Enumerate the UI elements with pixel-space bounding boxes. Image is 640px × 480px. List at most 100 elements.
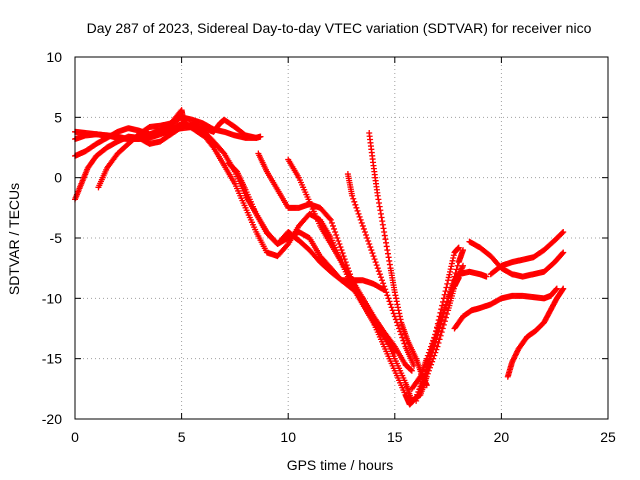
data-point [374,265,381,272]
data-point [432,331,439,338]
data-point [416,388,423,395]
data-point [559,229,566,236]
data-point [380,280,387,287]
ticks: 0 5 10 15 20 25 -20 -15 -10 -5 0 5 10 [42,49,616,445]
data-point [333,231,340,238]
data-point [284,242,291,249]
data-point [366,241,373,248]
data-point [439,302,446,309]
data-point [386,298,393,305]
data-point [334,235,341,241]
data-point [439,298,446,305]
x-tick-label: 15 [387,429,403,445]
data-point [434,324,441,331]
data-point [376,271,383,278]
data-point [422,370,429,377]
data-point [379,277,386,284]
data-point [436,313,443,320]
data-point [438,329,445,336]
data-point [388,304,395,311]
data-point [332,228,339,235]
data-point [560,249,567,256]
data-point [356,213,363,220]
data-point [385,295,392,302]
x-tick-label: 0 [71,429,79,445]
data-point [365,238,372,245]
data-point [328,219,335,226]
data-point [341,256,348,263]
data-point [553,285,560,292]
data-point [369,250,376,257]
data-point [338,247,345,254]
y-axis-label: SDTVAR / TECUs [6,183,22,295]
y-tick-label: 10 [46,49,62,65]
data-point [352,201,359,208]
y-tick-label: 0 [54,170,62,186]
data-point [454,262,461,269]
y-tick-label: -20 [42,411,62,427]
x-axis-label: GPS time / hours [287,457,394,473]
data-point [483,273,490,280]
data-point [383,289,390,296]
data-point [253,134,260,141]
data-point [453,266,460,273]
data-point [368,247,375,254]
data-point [450,277,457,284]
data-point [441,318,448,325]
data-point [370,253,377,260]
data-point [460,262,467,269]
y-tick-label: -10 [42,290,62,306]
data-point [444,280,451,287]
data-point [391,313,398,320]
data-point [220,149,227,156]
data-point [390,310,397,317]
y-tick-label: 5 [54,109,62,125]
data-point [442,314,449,321]
data-point [428,349,435,356]
data-point [381,283,388,290]
data-point [425,358,432,365]
data-point [359,222,366,229]
data-point [331,225,338,232]
data-point [371,256,378,263]
data-point [340,253,347,260]
data-point [424,361,431,368]
data-point [433,327,440,334]
data-points [72,107,567,408]
data-point [428,346,435,353]
data-point [375,268,382,275]
data-point [560,228,567,235]
data-point [354,207,361,214]
data-point [389,307,396,314]
data-point [384,292,391,299]
data-point [418,382,425,389]
series-arc-6 [225,160,388,293]
data-point [439,325,446,332]
y-tick-label: -5 [50,230,63,246]
data-point [408,367,415,374]
data-point [360,225,367,232]
data-point [387,301,394,308]
x-tick-label: 10 [280,429,296,445]
series-arc-13 [419,244,462,386]
data-point [361,228,368,235]
data-point [431,335,438,342]
data-point [426,355,433,362]
data-point [434,343,441,350]
data-point [441,291,448,298]
data-point [337,244,344,251]
data-point [423,382,430,389]
data-point [373,262,380,269]
data-point [199,132,206,139]
data-point [438,306,445,313]
data-point [420,376,427,383]
data-point [434,320,441,327]
series-arc-8 [285,156,415,374]
data-point [335,238,342,245]
x-tick-label: 5 [178,429,186,445]
data-point [455,244,462,251]
series-arc-16 [487,228,567,278]
data-point [372,259,379,266]
x-tick-label: 25 [600,429,616,445]
